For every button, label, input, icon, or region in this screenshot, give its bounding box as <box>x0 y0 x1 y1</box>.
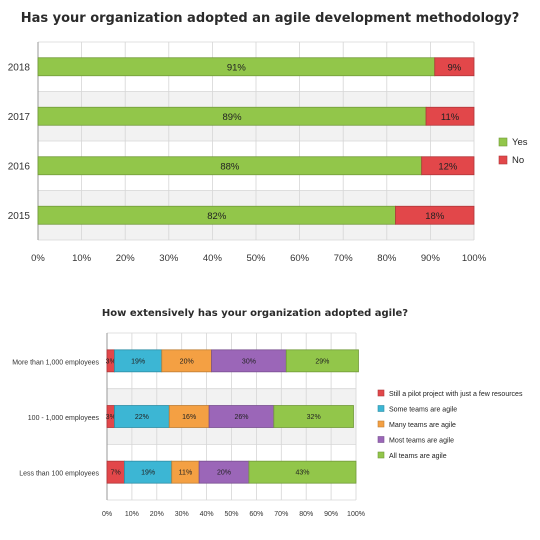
legend-swatch <box>377 389 385 397</box>
legend-swatch <box>377 420 385 428</box>
chart-1: Has your organization adopted an agile d… <box>8 11 528 264</box>
legend-swatch <box>498 155 508 165</box>
legend-label: Most teams are agile <box>389 438 454 445</box>
x-tick-label: 30% <box>175 511 189 518</box>
x-tick-label: 90% <box>421 253 441 264</box>
x-tick-label: 20% <box>116 253 136 264</box>
category-label: More than 1,000 employees <box>12 359 99 366</box>
data-label: 19% <box>131 358 145 365</box>
x-tick-label: 60% <box>290 253 310 264</box>
chart-2: How extensively has your organization ad… <box>12 308 523 518</box>
data-label: 20% <box>180 358 194 365</box>
bar-segment <box>421 156 475 176</box>
x-tick-label: 40% <box>203 253 223 264</box>
category-label: 2015 <box>8 211 31 222</box>
data-label: 11% <box>179 470 193 477</box>
x-tick-label: 70% <box>274 511 288 518</box>
x-tick-label: 10% <box>72 253 92 264</box>
legend-swatch <box>377 405 385 412</box>
x-tick-label: 100% <box>462 253 487 264</box>
chart-title: How extensively has your organization ad… <box>102 308 408 319</box>
x-tick-label: 80% <box>299 511 313 518</box>
legend-label: Many teams are agile <box>389 422 456 429</box>
category-label: 2018 <box>8 62 31 73</box>
data-label: 19% <box>141 470 155 477</box>
data-label: 29% <box>315 358 329 365</box>
data-label: 12% <box>438 161 458 172</box>
legend-swatch <box>377 436 385 443</box>
category-label: Less than 100 employees <box>19 471 99 478</box>
data-label: 91% <box>227 62 247 73</box>
bar-segment <box>285 349 359 373</box>
data-label: 26% <box>234 414 248 421</box>
legend-swatch <box>377 451 385 459</box>
x-tick-label: 30% <box>159 253 179 264</box>
x-tick-label: 70% <box>334 253 354 264</box>
data-label: 89% <box>223 112 243 123</box>
bar-segment <box>248 460 357 484</box>
x-tick-label: 0% <box>31 253 45 264</box>
category-label: 2016 <box>8 161 31 172</box>
x-tick-label: 80% <box>377 253 397 264</box>
x-tick-label: 90% <box>324 511 338 518</box>
legend-label: Still a pilot project with just a few re… <box>389 391 523 398</box>
bar-segment <box>395 205 475 225</box>
legend-swatch <box>498 137 508 147</box>
legend-label: Some teams are agile <box>389 407 457 414</box>
x-tick-label: 0% <box>102 511 112 518</box>
data-label: 30% <box>242 358 256 365</box>
data-label: 9% <box>448 62 462 73</box>
data-label: 3% <box>106 414 116 421</box>
data-label: 22% <box>135 414 149 421</box>
x-tick-label: 100% <box>347 511 365 518</box>
legend-label: Yes <box>512 137 528 148</box>
data-label: 3% <box>106 358 116 365</box>
data-label: 20% <box>217 470 231 477</box>
x-tick-label: 20% <box>150 511 164 518</box>
data-label: 7% <box>111 470 121 477</box>
x-tick-label: 50% <box>246 253 266 264</box>
x-tick-label: 50% <box>224 511 238 518</box>
category-label: 100 - 1,000 employees <box>28 415 100 422</box>
bar-segment <box>434 57 475 77</box>
data-label: 82% <box>207 211 227 222</box>
data-label: 32% <box>307 414 321 421</box>
data-label: 16% <box>182 414 196 421</box>
data-label: 88% <box>220 161 240 172</box>
x-tick-label: 60% <box>249 511 263 518</box>
data-label: 18% <box>425 211 445 222</box>
legend-label: All teams are agile <box>389 453 447 460</box>
data-label: 43% <box>295 470 309 477</box>
bar-segment <box>425 106 475 126</box>
category-label: 2017 <box>8 112 31 123</box>
chart-title: Has your organization adopted an agile d… <box>21 11 520 26</box>
x-tick-label: 10% <box>125 511 139 518</box>
x-tick-label: 40% <box>200 511 214 518</box>
data-label: 11% <box>441 112 460 123</box>
bar-segment <box>273 405 354 428</box>
legend-label: No <box>512 155 524 166</box>
